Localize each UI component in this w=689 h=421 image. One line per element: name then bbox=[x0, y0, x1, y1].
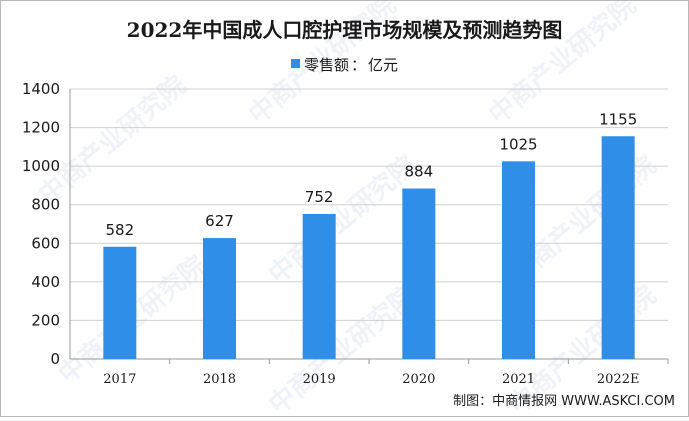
legend-series-name: 零售额 bbox=[303, 56, 349, 74]
bar bbox=[302, 213, 336, 359]
x-tick-label: 2022E bbox=[597, 372, 640, 387]
y-tick-label: 600 bbox=[31, 234, 60, 252]
y-tick-label: 0 bbox=[50, 350, 60, 368]
x-tick-label: 2021 bbox=[502, 372, 535, 387]
legend-unit: 亿元 bbox=[368, 56, 399, 74]
y-tick-label: 1400 bbox=[22, 80, 60, 98]
bar bbox=[601, 136, 635, 359]
data-label: 1155 bbox=[599, 110, 637, 128]
bar bbox=[203, 238, 236, 359]
x-tick-label: 2020 bbox=[402, 372, 435, 387]
x-tick-label: 2019 bbox=[303, 372, 336, 387]
data-label: 884 bbox=[405, 163, 434, 181]
chart-title: 2022年中国成人口腔护理市场规模及预测趋势图 bbox=[126, 18, 563, 42]
legend: 零售额：亿元 bbox=[0, 54, 689, 75]
y-tick-label: 200 bbox=[31, 311, 60, 329]
y-tick-label: 1200 bbox=[22, 119, 60, 137]
source-credit: 制图：中商情报网 WWW.ASKCI.COM bbox=[453, 394, 675, 409]
bar bbox=[103, 246, 137, 359]
y-tick-label: 1000 bbox=[22, 157, 60, 175]
bar bbox=[502, 161, 535, 359]
y-tick-label: 800 bbox=[31, 196, 60, 214]
data-label: 752 bbox=[305, 188, 334, 206]
data-label: 582 bbox=[106, 221, 135, 239]
legend-separator: ： bbox=[350, 56, 366, 74]
legend-swatch bbox=[290, 59, 300, 68]
data-label: 627 bbox=[205, 212, 234, 230]
y-tick-label: 400 bbox=[31, 273, 60, 291]
data-label: 1025 bbox=[499, 135, 537, 153]
x-tick-label: 2017 bbox=[103, 372, 136, 387]
bar bbox=[402, 188, 436, 359]
x-tick-label: 2018 bbox=[203, 372, 236, 387]
